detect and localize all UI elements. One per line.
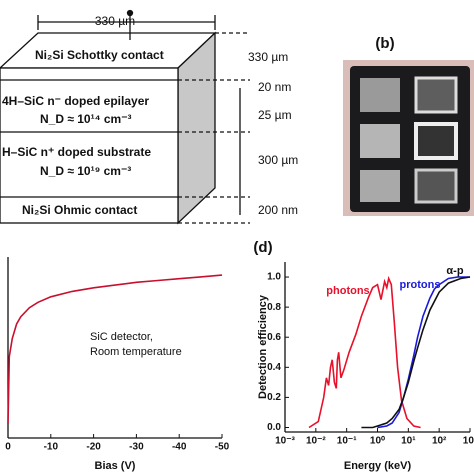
x-tick-label: -10 [44, 442, 59, 453]
x-tick-label: -30 [129, 442, 144, 453]
series-label: photons [326, 285, 369, 297]
data-line [308, 275, 421, 429]
x-tick-label: 10³ [463, 436, 474, 447]
x-tick-label: 10⁻² [306, 436, 326, 447]
substrate-label: H–SiC n⁺ doped substrate [2, 145, 151, 159]
x-tick-label: 0 [5, 442, 11, 453]
y-tick-label: 0.8 [267, 302, 281, 313]
annotation: Room temperature [90, 346, 182, 358]
x-tick-label: -20 [86, 442, 101, 453]
x-tick-label: 10⁻³ [275, 436, 295, 447]
data-line [377, 276, 470, 429]
series-label: protons [400, 279, 441, 291]
x-tick-label: 10⁻¹ [337, 436, 357, 447]
y-tick-label: 0.2 [267, 392, 281, 403]
x-tick-label: -50 [215, 442, 230, 453]
y-axis-label: Detection efficiency [257, 294, 269, 399]
x-tick-label: -40 [172, 442, 187, 453]
x-axis-label: Bias (V) [95, 460, 136, 472]
y-tick-label: 0.0 [267, 422, 281, 433]
epilayer-doping: N_D ≈ 10¹⁴ cm⁻³ [40, 112, 132, 126]
data-line [361, 276, 471, 429]
thickness-label: 20 nm [258, 80, 291, 94]
x-tick-label: 10⁰ [370, 436, 385, 447]
contact-dot [126, 9, 134, 17]
thickness-label: 25 µm [258, 108, 292, 122]
width-label: 330 µm [95, 14, 135, 28]
thickness-label: 300 µm [258, 153, 298, 167]
x-axis-label: Energy (keV) [344, 460, 412, 472]
panel-label: (b) [375, 35, 394, 52]
thickness-label: 200 nm [258, 203, 298, 217]
data-line [7, 274, 223, 424]
annotation: SiC detector, [90, 331, 153, 343]
x-tick-label: 10² [432, 436, 447, 447]
y-tick-label: 0.4 [267, 362, 281, 373]
photo [343, 60, 474, 216]
y-tick-label: 1.0 [267, 272, 281, 283]
epilayer-label: 4H–SiC n⁻ doped epilayer [2, 94, 149, 108]
panel-label: (d) [253, 239, 272, 256]
series-label: α-p [446, 265, 463, 277]
schematic [0, 9, 250, 225]
ohmic-label: Ni₂Si Ohmic contact [22, 203, 137, 217]
substrate-doping: N_D ≈ 10¹⁹ cm⁻³ [40, 164, 131, 178]
schottky-label: Ni₂Si Schottky contact [35, 48, 164, 62]
y-tick-label: 0.6 [267, 332, 281, 343]
depth-label: 330 µm [248, 50, 288, 64]
x-tick-label: 10¹ [401, 436, 416, 447]
dashes [178, 32, 250, 224]
